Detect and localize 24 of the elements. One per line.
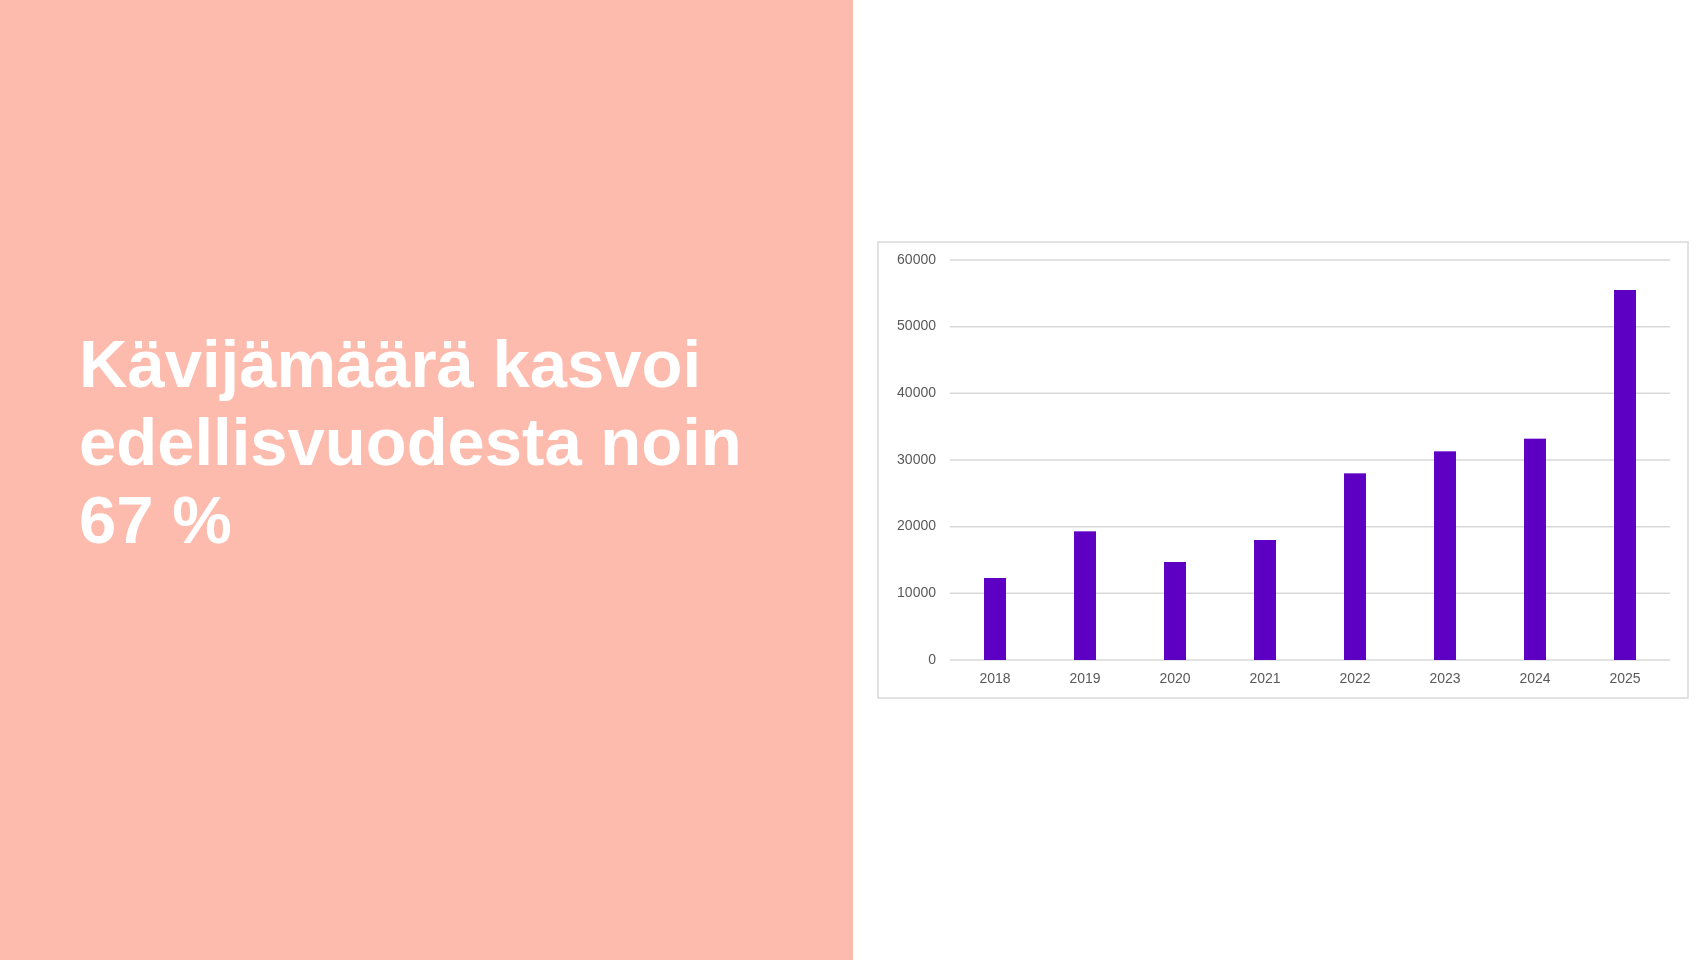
y-tick-label: 20000 (897, 517, 937, 534)
bar (1074, 531, 1096, 660)
bar (984, 578, 1006, 660)
x-tick-label: 2023 (1429, 669, 1461, 686)
x-tick-label: 2024 (1519, 669, 1551, 686)
bar (1254, 540, 1276, 660)
x-tick-label: 2025 (1609, 669, 1641, 686)
bar (1434, 451, 1456, 660)
x-tick-label: 2020 (1159, 669, 1191, 686)
y-tick-label: 60000 (897, 250, 937, 267)
y-tick-label: 40000 (897, 384, 937, 401)
x-tick-label: 2021 (1249, 669, 1281, 686)
y-tick-label: 0 (928, 650, 937, 667)
text: Kävijämäärä kasvoi edellisvuodesta noin 67 % (79, 326, 742, 557)
bar (1524, 438, 1546, 660)
bar (1344, 473, 1366, 660)
y-tick-label: 30000 (897, 450, 937, 467)
y-tick-label: 50000 (897, 317, 937, 334)
y-tick-label: 10000 (897, 584, 937, 601)
bar (1614, 290, 1636, 660)
x-tick-label: 2022 (1339, 669, 1371, 686)
x-tick-label: 2019 (1069, 669, 1101, 686)
bar (1164, 562, 1186, 660)
x-tick-label: 2018 (979, 669, 1011, 686)
